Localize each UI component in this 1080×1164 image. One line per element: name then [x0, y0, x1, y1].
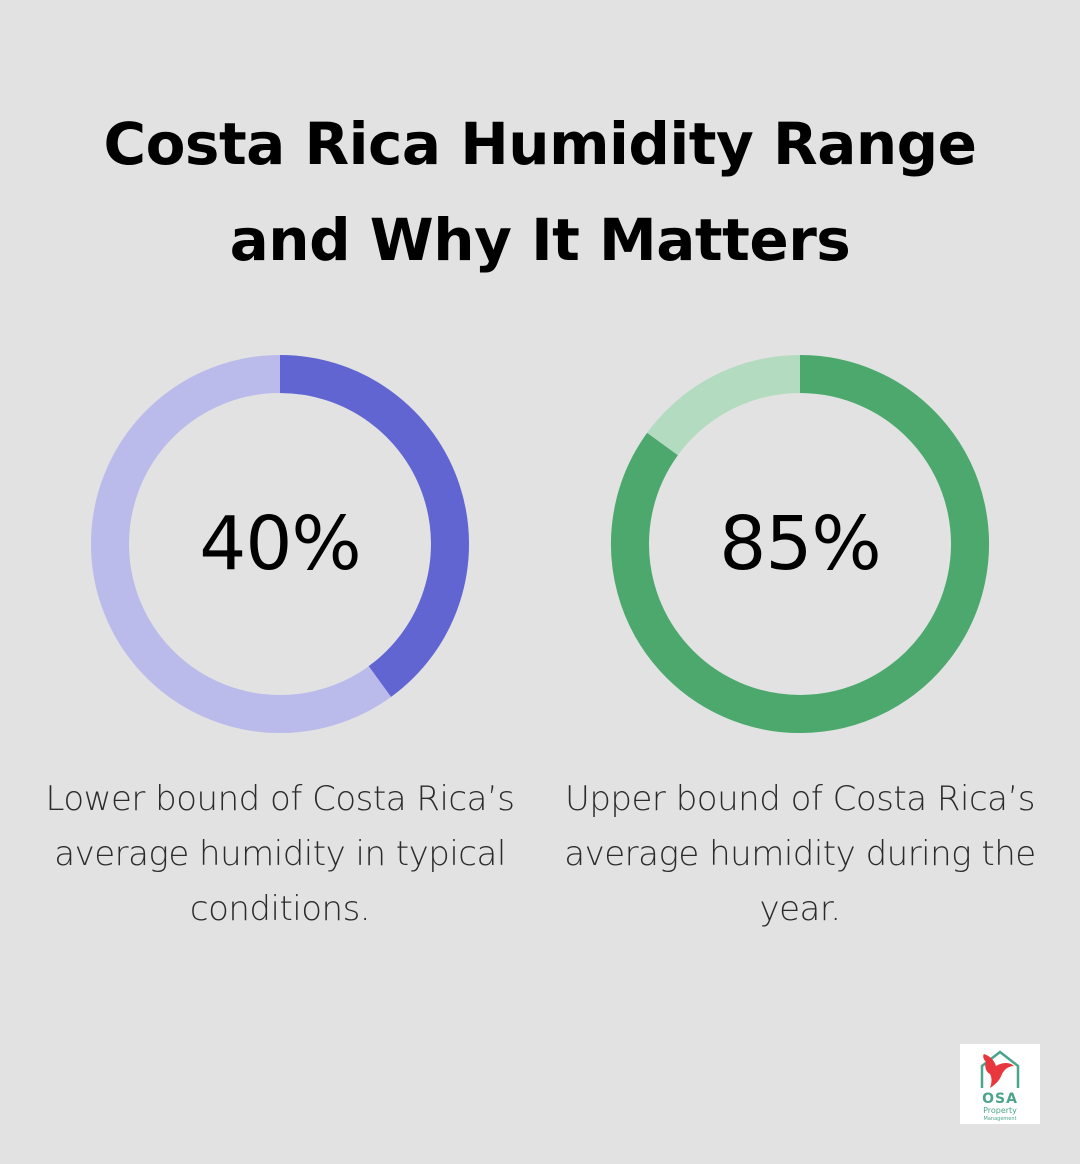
- donut-chart-upper: [610, 354, 990, 734]
- stat-value-upper: 85%: [719, 501, 881, 587]
- donut-chart-lower: [90, 354, 470, 734]
- stat-description-lower: Lower bound of Costa Rica’s average humi…: [45, 779, 515, 929]
- logo-text: OSA: [982, 1091, 1018, 1107]
- donut-arc-upper: [611, 355, 989, 733]
- logo-subtext-2: Management: [983, 1116, 1017, 1122]
- title-line-2: and Why It Matters: [229, 206, 851, 274]
- logo-subtext: Property: [983, 1106, 1017, 1115]
- page-title: Costa Rica Humidity Range and Why It Mat…: [0, 96, 1080, 288]
- stat-description-upper: Upper bound of Costa Rica’s average humi…: [564, 779, 1036, 929]
- stat-value-lower: 40%: [199, 501, 361, 587]
- parrot-house-icon: [980, 1050, 1020, 1088]
- title-line-1: Costa Rica Humidity Range: [103, 110, 977, 178]
- logo-house-outline: [980, 1050, 1020, 1088]
- donut-arc-lower: [279, 355, 469, 697]
- osa-logo: OSA Property Management: [960, 1044, 1040, 1124]
- logo-bird-shape: [983, 1054, 1014, 1088]
